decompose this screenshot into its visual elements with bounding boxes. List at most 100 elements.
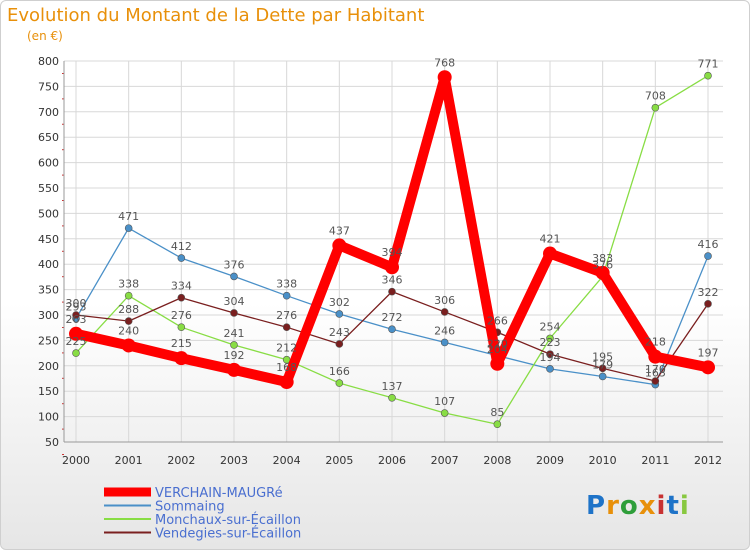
data-label: 412 xyxy=(171,240,192,253)
data-point xyxy=(388,325,396,334)
y-tick-label: 50 xyxy=(45,436,59,449)
data-label: 220 xyxy=(487,338,508,351)
data-point xyxy=(279,375,294,390)
data-label: 334 xyxy=(171,280,192,293)
data-point xyxy=(332,238,347,253)
data-label: 293 xyxy=(66,301,87,314)
data-point xyxy=(440,308,449,316)
y-tick-label: 600 xyxy=(38,157,59,170)
data-point xyxy=(543,246,557,261)
x-tick-label: 2001 xyxy=(115,454,143,467)
data-label: 168 xyxy=(276,361,297,374)
data-point xyxy=(440,338,449,347)
y-tick-label: 650 xyxy=(38,131,59,144)
data-label: 241 xyxy=(224,327,245,340)
data-label: 394 xyxy=(382,246,403,259)
x-tick-label: 2004 xyxy=(273,454,301,467)
data-label: 471 xyxy=(118,210,139,223)
data-point xyxy=(437,70,452,85)
data-label: 243 xyxy=(329,326,350,339)
data-point xyxy=(335,340,344,348)
legend-label: Vendegies-sur-Écaillon xyxy=(155,526,301,542)
data-label: 240 xyxy=(118,324,139,337)
data-point xyxy=(72,349,80,357)
data-point xyxy=(230,272,238,281)
x-tick-label: 2011 xyxy=(641,454,669,467)
y-tick-label: 200 xyxy=(38,360,59,373)
data-point xyxy=(177,293,186,302)
data-label: 246 xyxy=(434,324,455,337)
y-tick-label: 450 xyxy=(38,233,59,246)
legend-label: Sommaing xyxy=(155,500,225,515)
data-point xyxy=(546,334,554,343)
axes: 50 100 150 200 250 300 350 400 450 500 550 600 650 70… xyxy=(38,55,723,467)
data-point xyxy=(704,300,712,308)
y-tick-label: 350 xyxy=(38,284,59,297)
data-point xyxy=(651,377,660,385)
data-label: 194 xyxy=(540,351,561,364)
x-tick-label: 2000 xyxy=(62,454,90,467)
data-label: 223 xyxy=(540,336,561,349)
data-label: 288 xyxy=(118,303,139,316)
data-point xyxy=(490,356,505,371)
data-label: 376 xyxy=(224,258,245,271)
legend: VERCHAIN-MAUGRéSommaingMonchaux-sur-Écai… xyxy=(104,486,301,542)
data-label: 376 xyxy=(592,258,613,271)
data-label: 300 xyxy=(66,297,87,310)
data-label: 276 xyxy=(171,309,192,322)
logo-letter: x xyxy=(638,491,657,521)
series-1 xyxy=(72,224,712,389)
data-label: 383 xyxy=(592,252,613,265)
y-tick-label: 800 xyxy=(38,55,59,68)
data-label: 166 xyxy=(329,365,350,378)
data-point xyxy=(598,372,607,381)
x-tick-label: 2010 xyxy=(589,454,617,467)
data-label: 170 xyxy=(645,363,666,376)
legend-label: VERCHAIN-MAUGRé xyxy=(155,486,283,501)
x-tick-label: 2002 xyxy=(167,454,195,467)
data-label: 85 xyxy=(490,406,504,419)
proxiti-logo: Proxiti xyxy=(586,491,690,521)
logo-letter: o xyxy=(619,491,639,521)
logo-letter: t xyxy=(666,491,680,521)
data-point xyxy=(546,365,554,373)
data-label: 254 xyxy=(540,320,561,333)
data-point xyxy=(230,309,238,317)
series-0 xyxy=(69,70,715,390)
data-label: 306 xyxy=(434,294,455,307)
x-tick-label: 2012 xyxy=(694,454,722,467)
data-label: 204 xyxy=(487,343,508,356)
y-tick-label: 550 xyxy=(38,182,59,195)
data-point xyxy=(388,394,396,402)
data-label: 276 xyxy=(276,309,297,322)
data-point xyxy=(440,409,449,417)
data-label: 218 xyxy=(645,336,666,349)
data-point xyxy=(595,265,610,280)
x-tick-label: 2006 xyxy=(378,454,406,467)
series xyxy=(69,70,715,429)
data-point xyxy=(177,254,186,262)
data-label: 212 xyxy=(276,342,297,355)
data-point xyxy=(701,360,715,375)
data-point xyxy=(648,349,663,364)
data-point xyxy=(124,291,133,300)
data-label: 107 xyxy=(434,395,455,408)
data-label: 263 xyxy=(66,313,87,326)
y-tick-label: 500 xyxy=(38,207,59,220)
data-label: 768 xyxy=(434,56,455,69)
logo-letter: P xyxy=(586,491,607,521)
data-label: 137 xyxy=(382,380,403,393)
legend-label: Monchaux-sur-Écaillon xyxy=(155,512,301,528)
data-label: 416 xyxy=(698,238,719,251)
logo-letter: r xyxy=(606,491,620,521)
data-point xyxy=(598,364,607,373)
data-label: 338 xyxy=(276,278,297,291)
data-point xyxy=(124,317,133,325)
data-point xyxy=(493,420,502,429)
y-tick-label: 400 xyxy=(38,258,59,271)
data-label: 195 xyxy=(592,350,613,363)
data-point xyxy=(177,323,186,331)
data-point xyxy=(124,224,133,232)
